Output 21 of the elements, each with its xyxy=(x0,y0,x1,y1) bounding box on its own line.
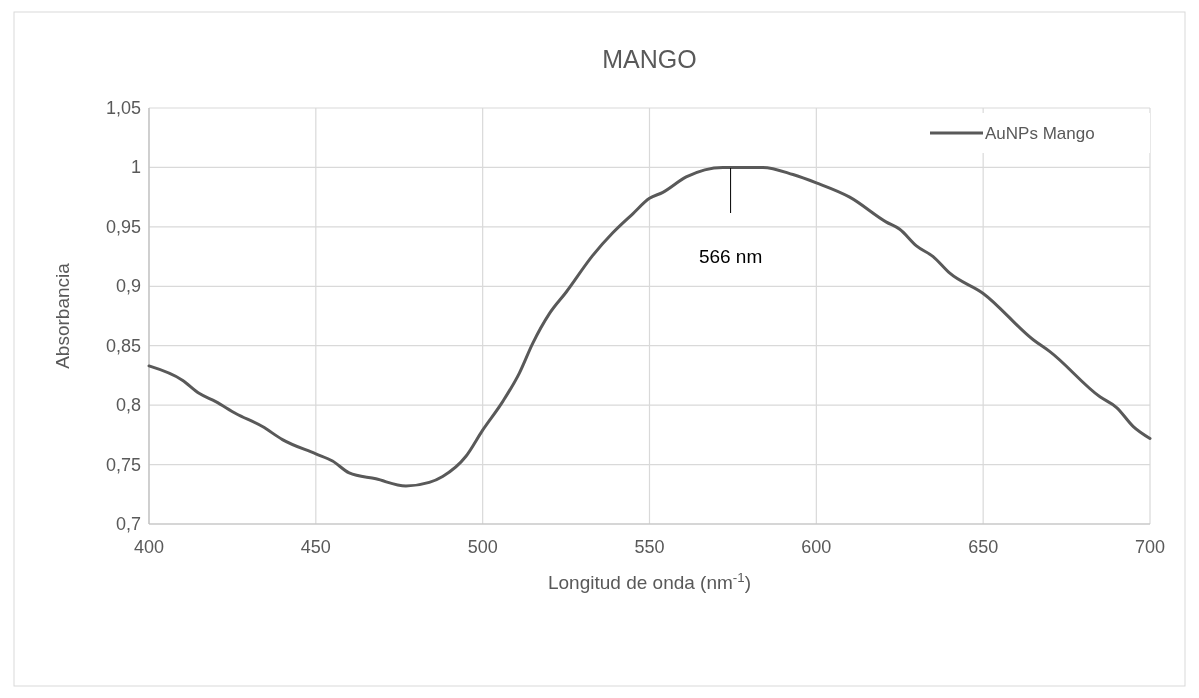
y-tick-label: 1 xyxy=(130,157,141,178)
y-tick-label: 1,05 xyxy=(105,98,141,118)
y-tick-label: 0,7 xyxy=(115,514,141,534)
y-tick-label: 0,95 xyxy=(105,216,141,237)
y-tick-label: 0,9 xyxy=(115,276,141,297)
x-tick-label: 400 xyxy=(133,537,165,557)
x-tick-label: 700 xyxy=(1134,537,1166,557)
y-tick-label: 0,85 xyxy=(105,335,141,356)
chart-title: MANGO xyxy=(602,45,697,73)
legend-label: AuNPs Mango xyxy=(985,124,1095,143)
x-axis-title: Longitud de onda (nm$^{-1}$) xyxy=(547,569,752,593)
y-tick-label: 0,75 xyxy=(105,454,141,475)
y-tick-label: 0,8 xyxy=(115,395,141,416)
x-tick-label: 600 xyxy=(801,537,832,557)
annotation: 566 nm xyxy=(698,246,763,267)
x-tick-label: 500 xyxy=(467,537,498,557)
x-tick-label: 650 xyxy=(968,537,999,557)
y-axis-title: Absorbancia xyxy=(52,262,73,369)
x-tick-label: 550 xyxy=(634,537,665,557)
line-series xyxy=(147,165,1152,488)
x-tick-label: 450 xyxy=(300,537,331,557)
